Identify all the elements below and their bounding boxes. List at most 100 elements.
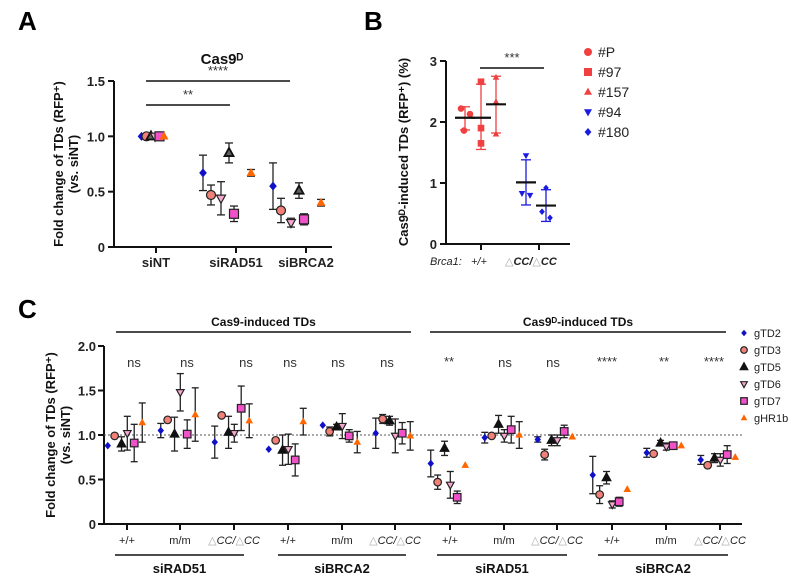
marker-gTD3 [540, 450, 550, 459]
group-label: siBRCA2 [314, 561, 370, 576]
marker-gTD7 [298, 214, 310, 225]
x-tick-label: +/+ [280, 535, 296, 547]
point-#P [466, 110, 474, 118]
marker-gTD6 [122, 429, 133, 439]
marker-gTD5 [331, 420, 342, 431]
marker-gTD5 [169, 428, 180, 438]
marker-gTD7 [397, 428, 407, 438]
marker-gTD2 [265, 445, 272, 454]
y-axis-label-group: Cas9ᴰ-induced TDs (RFP⁺) (%) [396, 58, 411, 246]
point-#P [460, 127, 468, 134]
point-#180 [539, 208, 545, 215]
marker-gTD3 [217, 411, 227, 420]
x-tick-label: △CC/△CC [531, 535, 583, 547]
legend-marker-gTD3 [740, 346, 748, 354]
marker-gHR1b [623, 485, 632, 492]
legend-marker-#94 [584, 109, 592, 117]
chart-title: Cas9ᴰ [201, 51, 244, 68]
y-axis-label-2: (vs. siNT) [58, 406, 73, 465]
point-#157 [492, 98, 500, 105]
legend-marker-gTD2 [741, 329, 747, 337]
group-label: siRAD51 [475, 561, 528, 576]
panel-letter-c: C [18, 294, 37, 324]
marker-gTD2 [319, 421, 326, 430]
x-tick-label: m/m [169, 535, 190, 547]
legend-marker-#P [584, 48, 592, 56]
significance-label: ns [239, 355, 253, 370]
significance-label: ns [283, 355, 297, 370]
significance-label: **** [597, 354, 617, 369]
legend-label: #94 [598, 104, 622, 120]
marker-gTD7 [506, 425, 516, 435]
marker-gTD5 [439, 442, 450, 452]
x-tick-label: △CC/△CC [208, 535, 260, 547]
y-tick-label: 0 [430, 237, 437, 252]
marker-gTD6 [229, 429, 240, 439]
marker-gHR1b [461, 461, 470, 468]
super-group-label: Cas9-induced TDs [211, 315, 316, 329]
marker-gTD6 [552, 437, 563, 446]
marker-gTD6 [285, 218, 297, 229]
significance-label: *** [504, 50, 519, 65]
marker-gHR1b [515, 430, 524, 438]
marker-gHR1b [731, 453, 740, 460]
marker-gHR1b [159, 131, 169, 140]
y-axis-label: Cas9ᴰ-induced TDs (RFP⁺) (%) [396, 58, 411, 246]
point-#P [457, 105, 465, 112]
marker-gTD7 [452, 492, 462, 502]
point-#180 [547, 214, 553, 222]
marker-gTD3 [433, 477, 443, 487]
marker-gTD2 [589, 471, 596, 479]
legend-label: gTD2 [754, 328, 781, 340]
marker-gTD6 [337, 422, 348, 432]
y-tick-label: 1.5 [78, 384, 96, 399]
y-tick-label: 1.0 [87, 129, 105, 144]
marker-gTD7 [559, 427, 569, 436]
significance-label: **** [208, 63, 228, 78]
x-tick-label: +/+ [471, 256, 487, 268]
marker-gHR1b [316, 197, 326, 206]
panel-letter-a: A [18, 6, 37, 36]
point-#157 [492, 130, 500, 137]
point-#94 [518, 191, 526, 197]
y-tick-label: 0.5 [78, 473, 96, 488]
marker-gHR1b [138, 418, 147, 426]
y-axis-label-group: Fold change of TDs (RFP⁺) (vs. siNT) [51, 81, 81, 247]
legend-label: gHR1b [754, 413, 788, 425]
legend-marker-gHR1b [740, 414, 748, 421]
marker-gTD2 [697, 456, 704, 464]
x-tick-label: +/+ [119, 535, 135, 547]
x-tick-label: m/m [493, 535, 514, 547]
x-tick-label: siNT [142, 255, 170, 270]
y-axis-label-2: (vs. siNT) [66, 135, 81, 194]
marker-gTD7 [344, 431, 354, 441]
significance-label: ** [659, 354, 669, 369]
marker-gTD6 [661, 443, 672, 452]
marker-gTD3 [378, 414, 388, 424]
marker-gTD2 [372, 429, 379, 438]
marker-gTD2 [157, 426, 164, 435]
marker-gTD3 [487, 431, 497, 441]
group-label: siBRCA2 [635, 561, 691, 576]
significance-label: ** [183, 87, 193, 102]
marker-gHR1b [353, 437, 362, 445]
y-axis-label: Fold change of TDs (RFP⁺) [51, 81, 66, 247]
legend-label: gTD5 [754, 362, 781, 374]
marker-gTD2 [104, 441, 111, 450]
legend-label: gTD3 [754, 345, 781, 357]
marker-gTD2 [481, 433, 488, 442]
point-#97 [477, 78, 485, 86]
y-axis-label-group: Fold change of TDs (RFP⁺) (vs. siNT) [43, 352, 73, 518]
legend-label: #97 [598, 64, 622, 80]
y-tick-label: 1 [430, 176, 437, 191]
marker-gHR1b [191, 410, 200, 418]
x-tick-label: △CC/△CC [369, 535, 421, 547]
marker-gHR1b [246, 167, 256, 177]
significance-label: ns [380, 355, 394, 370]
significance-label: ns [180, 355, 194, 370]
significance-label: ns [127, 355, 141, 370]
marker-gTD2 [534, 435, 541, 444]
marker-gTD2 [643, 449, 650, 457]
marker-gTD3 [595, 490, 605, 500]
y-tick-label: 0 [98, 240, 105, 255]
